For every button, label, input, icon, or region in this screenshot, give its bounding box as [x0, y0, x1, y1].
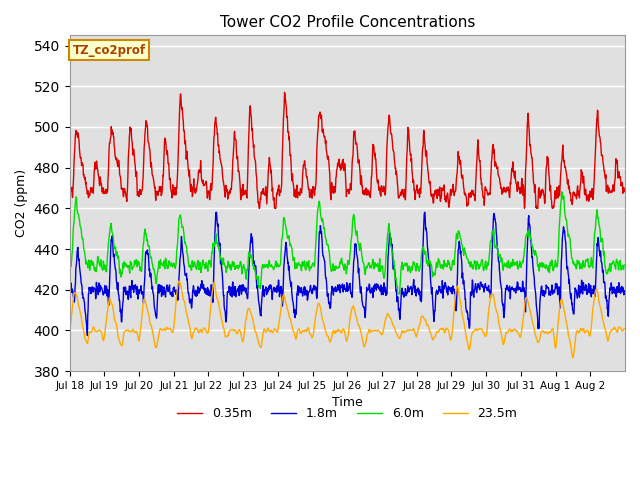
0.35m [323, 150, 331, 156]
0.35m [153, 191, 161, 197]
1.8m [153, 312, 161, 318]
6.0m [153, 280, 161, 286]
0.35m [333, 163, 341, 169]
1.8m [621, 290, 629, 296]
Line: 0.35m: 0.35m [70, 92, 625, 208]
6.0m [614, 267, 622, 273]
0.35m [614, 172, 622, 178]
1.8m [561, 230, 568, 236]
Line: 23.5m: 23.5m [70, 281, 625, 358]
6.0m [66, 266, 74, 272]
6.0m [479, 257, 486, 263]
6.0m [394, 291, 402, 297]
0.35m [479, 193, 486, 199]
23.5m [621, 326, 629, 332]
0.35m [561, 158, 568, 164]
0.35m [255, 205, 263, 211]
23.5m [153, 345, 161, 350]
Y-axis label: CO2 (ppm): CO2 (ppm) [15, 169, 28, 237]
23.5m [66, 326, 74, 332]
23.5m [323, 331, 330, 337]
23.5m [560, 306, 568, 312]
Text: TZ_co2prof: TZ_co2prof [72, 44, 145, 57]
1.8m [66, 290, 74, 296]
1.8m [333, 287, 341, 292]
X-axis label: Time: Time [332, 396, 363, 409]
23.5m [333, 329, 341, 335]
23.5m [175, 278, 183, 284]
1.8m [479, 282, 486, 288]
23.5m [614, 324, 622, 330]
Line: 6.0m: 6.0m [70, 192, 625, 294]
0.35m [66, 187, 74, 192]
Legend: 0.35m, 1.8m, 6.0m, 23.5m: 0.35m, 1.8m, 6.0m, 23.5m [172, 402, 522, 425]
6.0m [621, 262, 629, 268]
23.5m [479, 328, 486, 334]
6.0m [333, 265, 340, 271]
Title: Tower CO2 Profile Concentrations: Tower CO2 Profile Concentrations [220, 15, 475, 30]
1.8m [84, 333, 92, 338]
1.8m [323, 287, 331, 293]
1.8m [614, 284, 622, 289]
6.0m [323, 237, 330, 243]
6.0m [558, 189, 566, 194]
0.35m [621, 186, 629, 192]
Line: 1.8m: 1.8m [70, 212, 625, 336]
1.8m [212, 209, 220, 215]
0.35m [281, 89, 289, 95]
23.5m [569, 355, 577, 360]
6.0m [561, 200, 568, 206]
